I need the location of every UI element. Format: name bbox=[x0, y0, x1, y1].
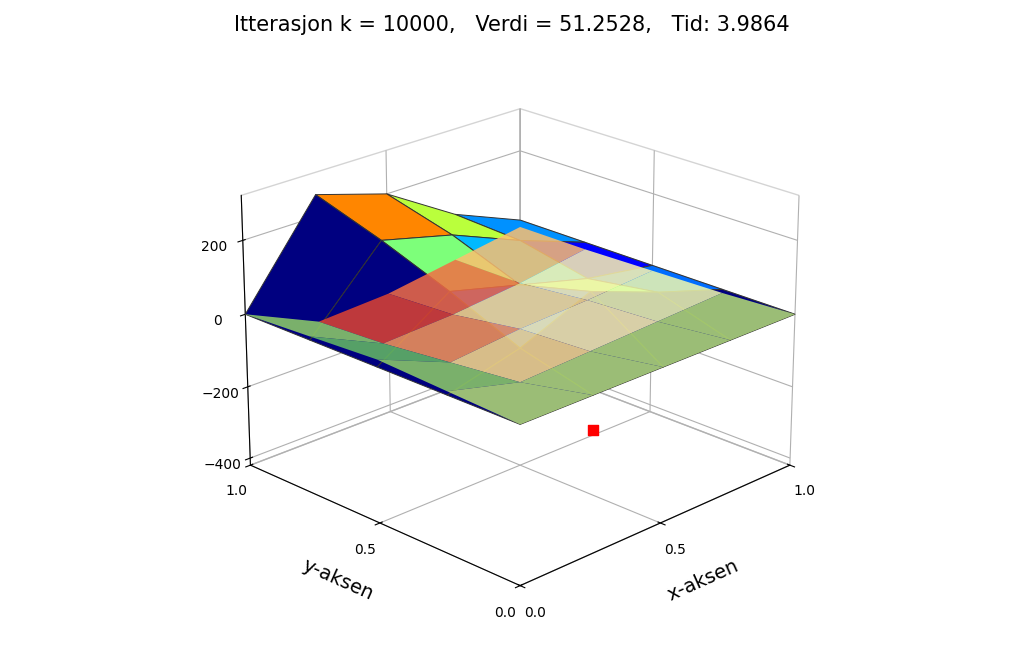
Y-axis label: y-aksen: y-aksen bbox=[299, 556, 376, 604]
X-axis label: x-aksen: x-aksen bbox=[664, 556, 741, 604]
Title: Itterasjon k = 10000,   Verdi = 51.2528,   Tid: 3.9864: Itterasjon k = 10000, Verdi = 51.2528, T… bbox=[234, 15, 790, 35]
